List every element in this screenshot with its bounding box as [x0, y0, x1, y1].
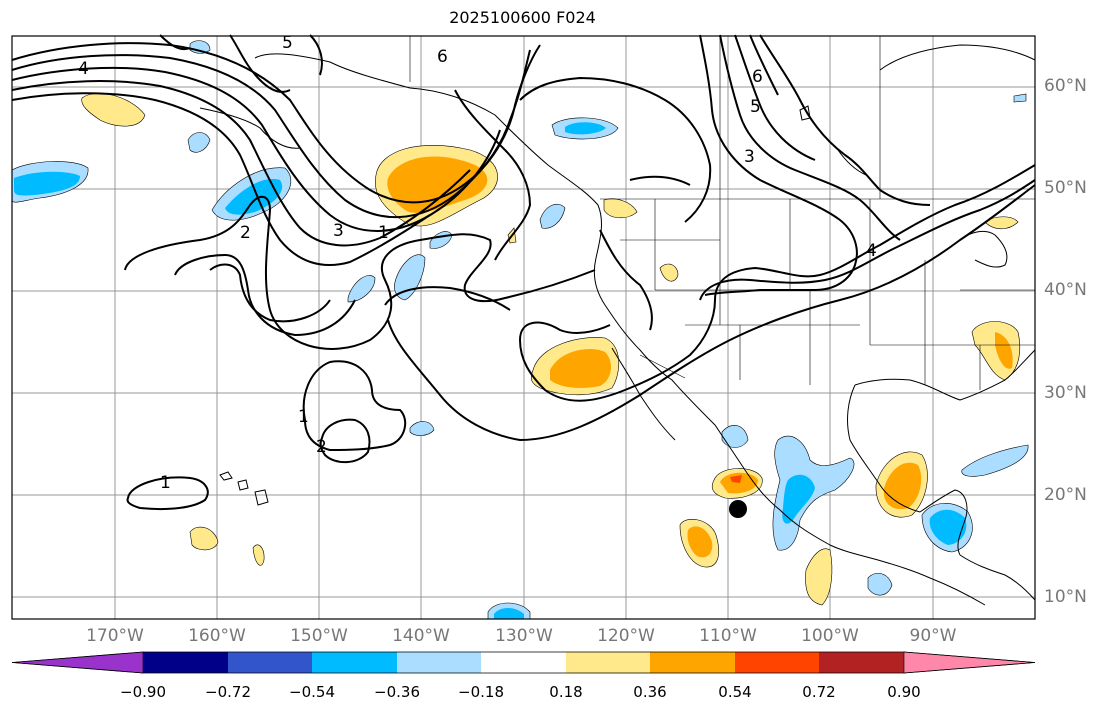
contour-label: 3: [333, 221, 344, 241]
contour-label: 2: [316, 437, 327, 457]
contour-label-group: 4 6 5 6 5 3 2 3 1 1 2 1 4: [78, 33, 877, 493]
shade-positive-central-america: [805, 548, 833, 606]
longitude-label: 100°W: [801, 626, 859, 646]
contour-label: 3: [744, 147, 755, 167]
colorbar-segment: [735, 652, 819, 673]
longitude-label: 150°W: [290, 626, 348, 646]
colorbar-segment: [819, 652, 904, 673]
shade-positive-gulf-alaska-core: [387, 156, 488, 213]
shade-negative-hawaii-north: [409, 421, 435, 436]
colorbar-tick-label: −0.72: [205, 683, 251, 701]
contour-label: 4: [866, 241, 877, 261]
latitude-label: 60°N: [1044, 76, 1087, 96]
colorbar-tick-label: 0.72: [802, 683, 836, 701]
colorbar-segment: [650, 652, 735, 673]
colorbar-segment: [566, 652, 650, 673]
shade-positive-mexico-core: [720, 472, 758, 494]
shade-negative-mexico-core: [782, 474, 815, 524]
latitude-label: 40°N: [1044, 280, 1087, 300]
shade-negative-aleutian-core: [225, 179, 283, 215]
shade-negative-caribbean: [961, 444, 1029, 477]
colorbar-segment: [397, 652, 481, 673]
colorbar-segment: [143, 652, 228, 673]
contour-label: 1: [160, 473, 171, 493]
colorbar-tick-label: −0.36: [374, 683, 420, 701]
latitude-label: 50°N: [1044, 178, 1087, 198]
shade-negative-hudson: [1013, 93, 1027, 103]
colorbar-tick-label: 0.90: [887, 683, 921, 701]
longitude-label: 130°W: [495, 626, 553, 646]
colorbar-segment: [481, 652, 566, 673]
shade-negative-pacific-4: [539, 204, 566, 229]
coastlines: [199, 44, 1036, 606]
shade-negative-aleutian-west: [187, 132, 211, 153]
colorbar-tick-label: −0.90: [120, 683, 166, 701]
shade-negative-canada-north-core: [565, 122, 606, 135]
shade-negative-yucatan-core: [929, 509, 967, 545]
shade-negative-pacific-2: [394, 254, 426, 301]
shade-positive-baja-core: [550, 349, 612, 388]
longitude-label: 120°W: [597, 626, 655, 646]
longitude-label: 110°W: [699, 626, 757, 646]
shade-negative-west-pacific-core: [14, 171, 80, 196]
contour-label: 4: [78, 59, 89, 79]
shade-negative-equator-core: [494, 608, 524, 619]
shade-positive-gulf-mexico-core: [883, 462, 922, 510]
colorbar-tick-label: 0.18: [549, 683, 583, 701]
contour-label: 5: [282, 33, 293, 53]
shade-negative-pacific-south: [867, 572, 893, 596]
shade-positive-great-lakes: [984, 216, 1019, 230]
contour-label: 1: [298, 407, 309, 427]
map-title: 2025100600 F024: [449, 8, 596, 27]
storm-position-dot: [729, 500, 747, 518]
latitude-label: 30°N: [1044, 383, 1087, 403]
colorbar-segment: [903, 651, 1036, 674]
colorbar-tick-label: −0.18: [458, 683, 504, 701]
longitude-label: 140°W: [392, 626, 450, 646]
colorbar-tick-label: 0.36: [633, 683, 667, 701]
shade-positive-hawaii: [189, 526, 219, 551]
shade-negative-baja-tip: [721, 425, 749, 448]
contour-label: 5: [750, 97, 761, 117]
latitude-label: 20°N: [1044, 485, 1087, 505]
contour-label: 2: [240, 223, 251, 243]
shade-positive-small-1: [252, 544, 265, 566]
contour-label: 1: [378, 223, 389, 243]
colorbar-border: [11, 651, 1036, 674]
contour-label: 6: [437, 47, 448, 67]
shade-positive-mexico-red: [730, 475, 742, 483]
colorbar-segment: [312, 652, 397, 673]
graticule: [12, 36, 1035, 619]
colorbar: [11, 651, 1036, 674]
shade-positive-southeast-core: [995, 332, 1013, 369]
longitude-label: 160°W: [188, 626, 246, 646]
shade-positive-south-core: [687, 526, 713, 558]
contour-lines: [11, 34, 1036, 511]
colorbar-tick-label: 0.54: [718, 683, 752, 701]
shade-positive-nevada: [659, 263, 679, 282]
latitude-label: 10°N: [1044, 587, 1087, 607]
colorbar-segment: [228, 652, 312, 673]
colorbar-tick-label: −0.54: [289, 683, 335, 701]
longitude-label: 90°W: [909, 626, 957, 646]
longitude-label: 170°W: [86, 626, 144, 646]
colorbar-segment: [11, 651, 144, 674]
map-frame: [11, 35, 1036, 620]
contour-label: 6: [752, 67, 763, 87]
